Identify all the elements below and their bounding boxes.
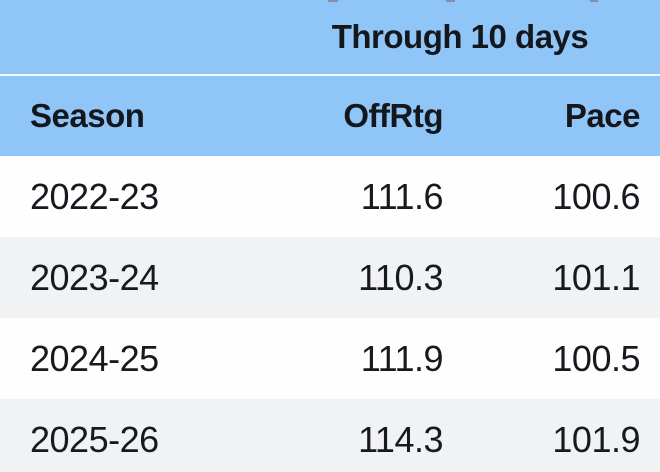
- offrtg-cell: 110.3: [358, 256, 443, 298]
- season-cell: 2025-26: [30, 418, 159, 460]
- table-row: 2024-25 111.9 100.5: [0, 318, 660, 399]
- table-row: 2022-23 111.6 100.6: [0, 156, 660, 237]
- column-header-offrtg: OffRtg: [260, 75, 460, 156]
- group-header-row: Through 10 days: [0, 0, 660, 76]
- group-header-spacer: [0, 0, 260, 76]
- table-row: 2023-24 110.3 101.1: [0, 237, 660, 318]
- group-header-title: Through 10 days: [260, 0, 660, 76]
- column-header-pace: Pace: [460, 75, 660, 156]
- pace-cell: 100.5: [552, 337, 640, 379]
- pace-cell: 100.6: [552, 175, 640, 217]
- table-row: 2025-26 114.3 101.9: [0, 399, 660, 472]
- column-header-row: Season OffRtg Pace: [0, 75, 660, 156]
- offrtg-cell: 111.9: [360, 337, 444, 379]
- cropped-text-artifact: [328, 0, 338, 2]
- season-cell: 2023-24: [30, 256, 159, 298]
- offrtg-cell: 114.3: [358, 418, 443, 460]
- cropped-text-artifact: [446, 0, 455, 2]
- season-cell: 2024-25: [30, 337, 159, 379]
- season-cell: 2022-23: [30, 175, 159, 217]
- cropped-text-artifact: [590, 0, 598, 2]
- pace-cell: 101.9: [552, 418, 640, 460]
- column-header-season: Season: [0, 75, 260, 156]
- pace-cell: 101.1: [552, 256, 640, 298]
- offrtg-cell: 111.6: [360, 175, 444, 217]
